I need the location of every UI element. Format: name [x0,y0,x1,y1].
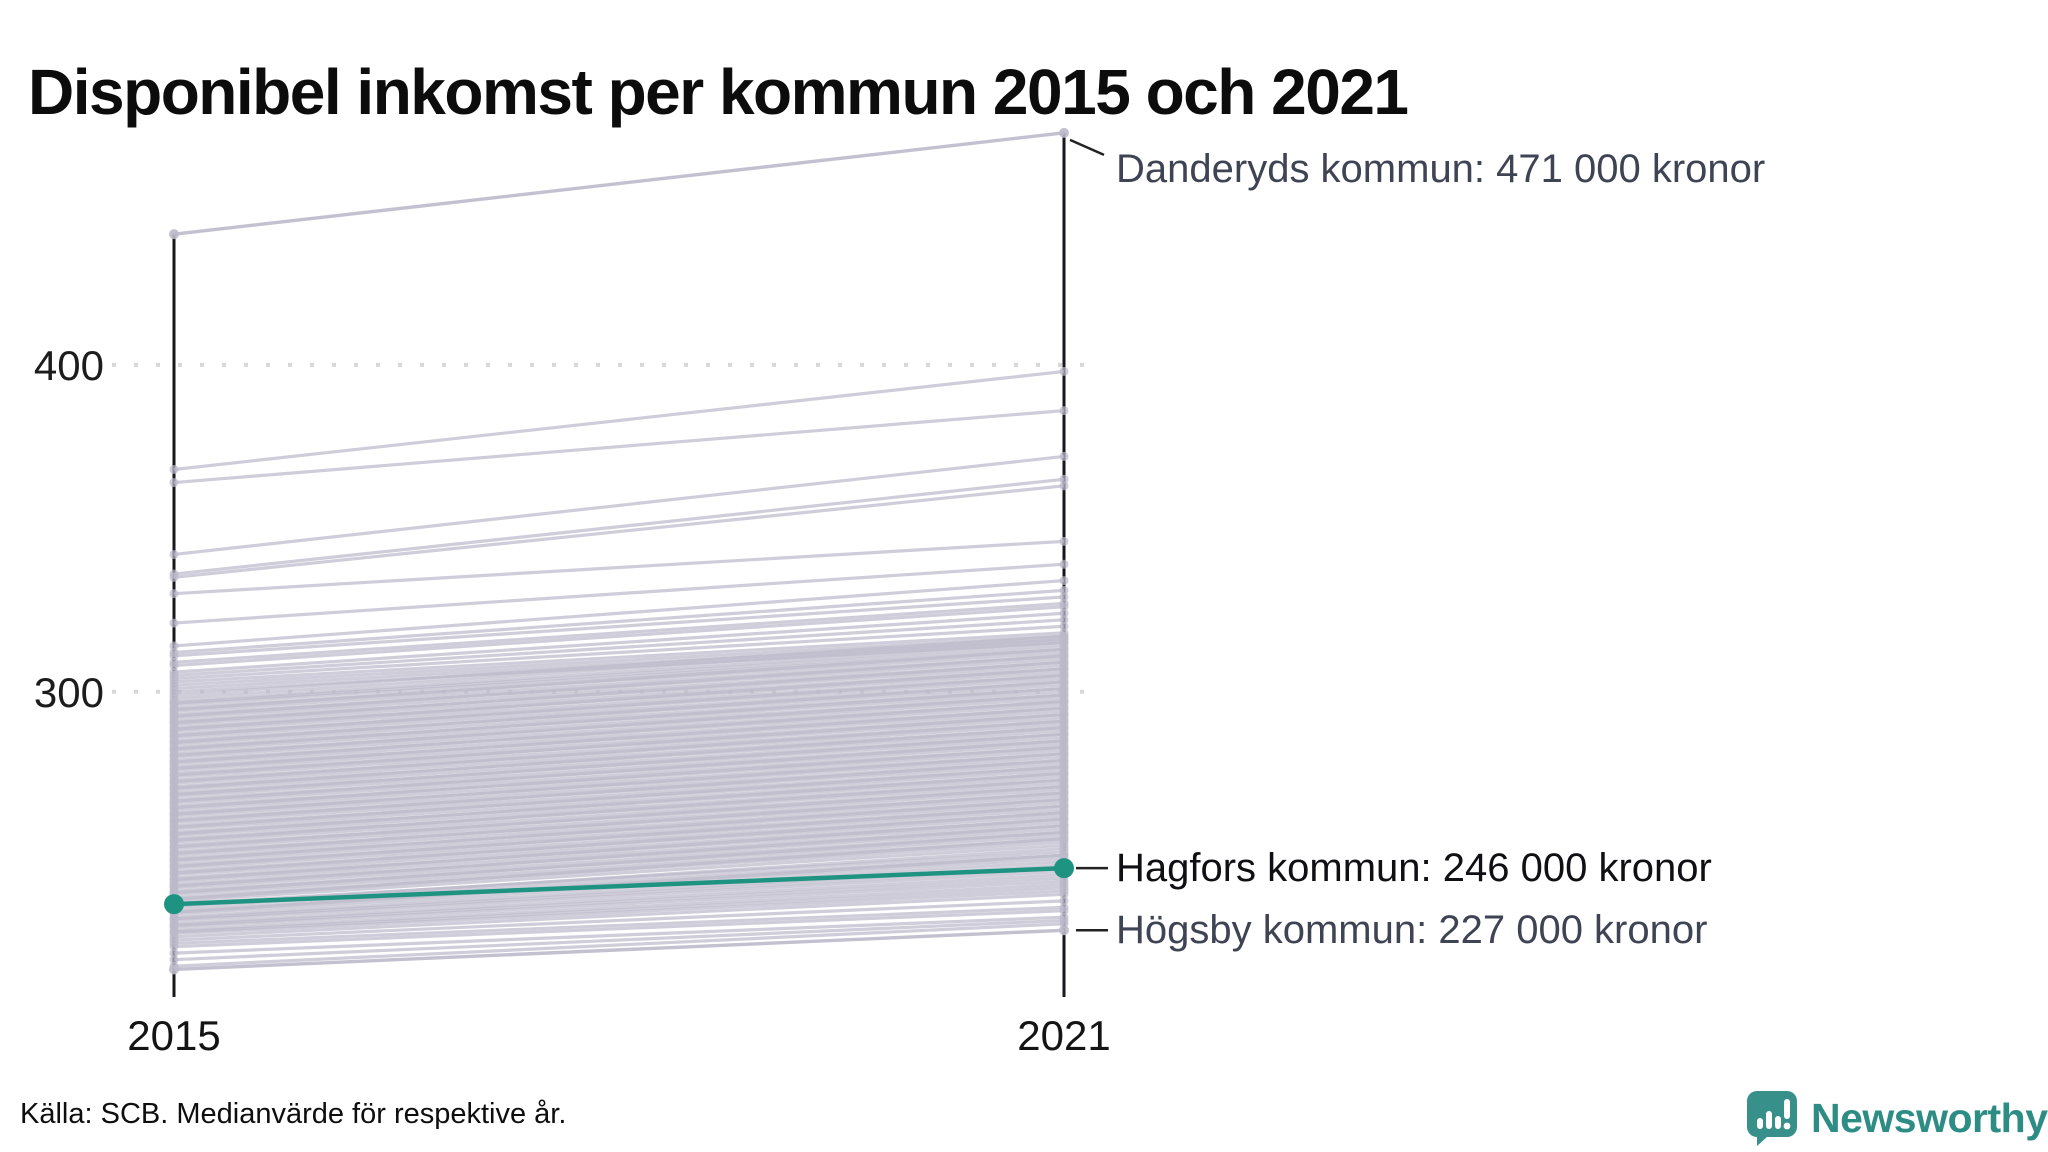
newsworthy-icon [1747,1091,1797,1146]
annotation-danderyd: Danderyds kommun: 471 000 kronor [1116,146,1766,191]
annotation-hagfors: Hagfors kommun: 246 000 kronor [1116,846,1712,891]
x-axis-tick-2021: 2021 [1017,1012,1111,1059]
annotation-hogsby: Högsby kommun: 227 000 kronor [1116,908,1708,953]
y-axis-tick-300: 300 [33,668,104,716]
x-axis-tick-2015: 2015 [127,1012,221,1059]
source-note: Källa: SCB. Medianvärde för respektive å… [20,1098,567,1130]
y-axis-tick-400: 400 [33,341,104,389]
newsworthy-logo: Newsworthy [1746,1090,2048,1146]
page-title: Disponibel inkomst per kommun 2015 och 2… [28,55,1409,128]
newsworthy-wordmark: Newsworthy [1811,1094,2048,1141]
